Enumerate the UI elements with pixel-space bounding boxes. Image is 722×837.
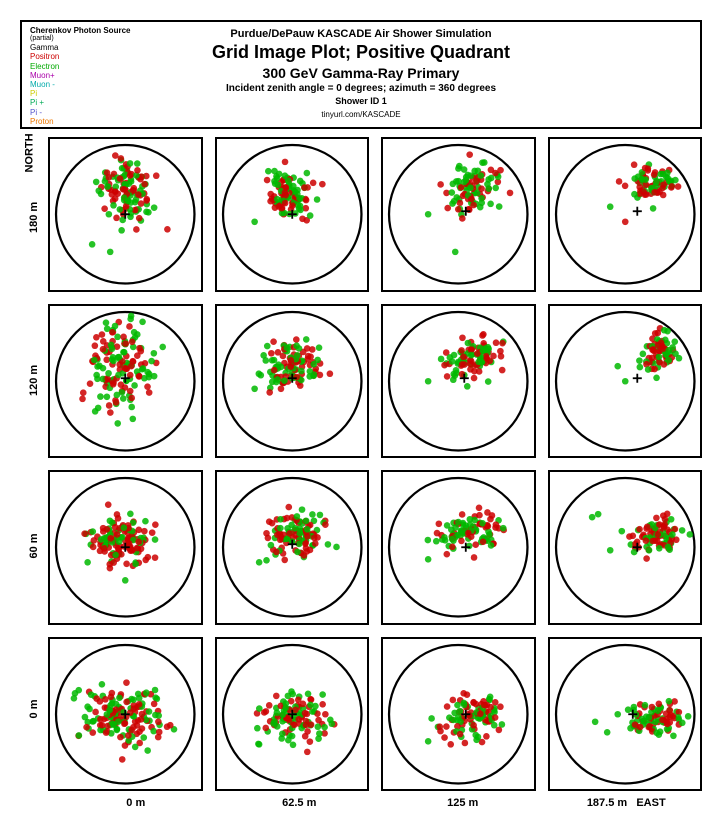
y-tick-label: 180 m <box>28 205 40 233</box>
y-tick-label: 0 m <box>28 695 40 723</box>
plot-cell <box>48 137 203 292</box>
plot-cell <box>548 470 703 625</box>
legend: Cherenkov Photon Source (partial) GammaP… <box>30 26 130 126</box>
plot-cell <box>48 304 203 459</box>
x-tick-label: 62.5 m <box>224 797 376 809</box>
x-tick-label: 0 m <box>60 797 212 809</box>
plot-cell <box>48 470 203 625</box>
plot-cell <box>381 470 536 625</box>
x-tick-label: 125 m <box>387 797 539 809</box>
header-box: Cherenkov Photon Source (partial) GammaP… <box>20 20 702 129</box>
plot-cell <box>548 304 703 459</box>
legend-item: Gamma <box>30 43 130 52</box>
plot-cell <box>48 637 203 792</box>
plot-cell <box>381 637 536 792</box>
legend-sub: (partial) <box>30 35 130 43</box>
plot-cell <box>215 304 370 459</box>
plot-cell <box>215 470 370 625</box>
legend-item: Proton <box>30 117 130 126</box>
legend-item: Positron <box>30 52 130 61</box>
plot-cell <box>381 304 536 459</box>
y-tick-label: 60 m <box>28 532 40 560</box>
legend-item: Muon - <box>30 80 130 89</box>
x-tick-label: 187.5 m EAST <box>551 797 703 809</box>
legend-item: Muon+ <box>30 71 130 80</box>
legend-item: Pi + <box>30 98 130 107</box>
plot-cell <box>548 137 703 292</box>
legend-item: Electron <box>30 62 130 71</box>
plot-grid <box>48 137 702 791</box>
plot-cell <box>215 637 370 792</box>
grid-outer: NORTH 180 m120 m60 m0 m 0 m62.5 m125 m18… <box>20 137 702 809</box>
north-label: NORTH <box>24 133 36 172</box>
y-tick-label: 120 m <box>28 368 40 396</box>
plot-cell <box>215 137 370 292</box>
legend-title: Cherenkov Photon Source <box>30 26 130 35</box>
x-axis-labels: 0 m 62.5 m 125 m 187.5 m EAST <box>20 797 702 809</box>
plot-cell <box>381 137 536 292</box>
legend-item: Pi <box>30 89 130 98</box>
legend-item: Pi - <box>30 108 130 117</box>
plot-cell <box>548 637 703 792</box>
y-axis-labels: 180 m 120 m 60 m 0 m <box>20 137 48 791</box>
